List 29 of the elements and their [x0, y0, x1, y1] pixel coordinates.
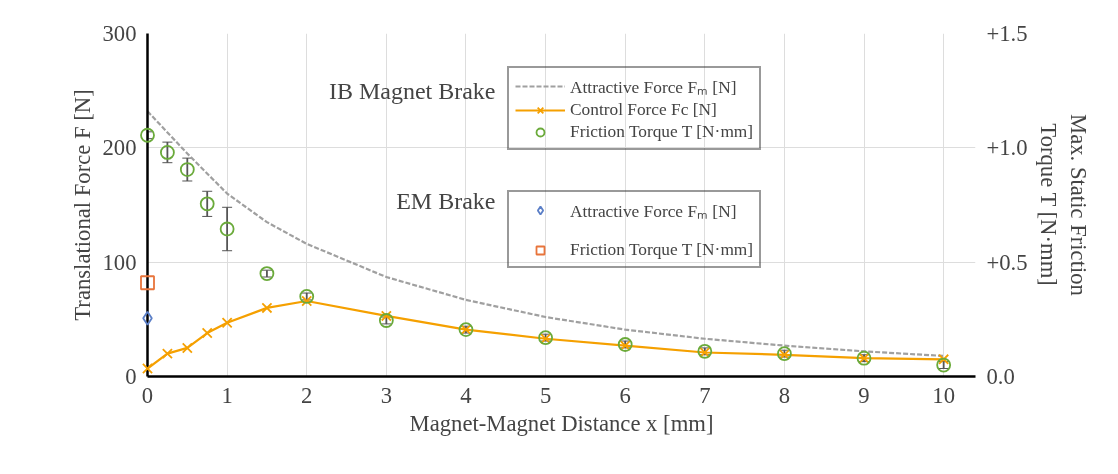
y2-tick-label: +0.5 — [986, 249, 1028, 275]
legend-label: Attractive Force Fₘ [N] — [570, 201, 737, 222]
y2-tick-label: 0.0 — [986, 364, 1015, 389]
y2-axis-title: Max. Static Friction Torque T [N·mm] — [1035, 114, 1091, 296]
y-tick-label: 200 — [102, 135, 137, 161]
x-tick-label: 6 — [619, 382, 631, 408]
annotation: EM Brake — [396, 187, 496, 214]
x-tick-label: 4 — [460, 382, 472, 408]
x-tick-label: 2 — [301, 382, 313, 408]
y-tick-label: 100 — [102, 249, 137, 275]
y-tick-label: 0 — [125, 364, 137, 389]
legend-label: Control Force Fc [N] — [570, 100, 717, 120]
annotation: IB Magnet Brake — [328, 77, 496, 104]
y2-tick-label: +1.0 — [986, 135, 1028, 161]
y-tick-label: 300 — [102, 21, 137, 46]
x-tick-label: 7 — [699, 382, 711, 408]
x-tick-label: 8 — [778, 382, 791, 408]
y2-tick-label: +1.5 — [986, 21, 1028, 46]
x-tick-label: 1 — [221, 382, 233, 408]
x-tick-label: 3 — [380, 382, 393, 408]
x-tick-label: 10 — [932, 382, 955, 408]
y-axis-title: Translational Force F [N] — [69, 89, 95, 321]
x-tick-label: 0 — [141, 382, 154, 408]
x-tick-label: 9 — [858, 382, 870, 408]
legend-label: Friction Torque T [N·mm] — [570, 240, 754, 260]
x-axis-title: Magnet-Magnet Distance x [mm] — [409, 410, 714, 436]
legend-label: Friction Torque T [N·mm] — [570, 122, 754, 142]
legend-label: Attractive Force Fₘ [N] — [570, 77, 737, 98]
x-tick-label: 5 — [539, 382, 552, 408]
